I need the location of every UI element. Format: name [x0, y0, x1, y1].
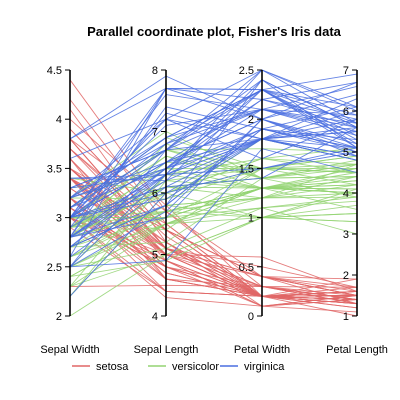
tick-label-2-4: 2 [248, 114, 254, 126]
legend-item-virginica: virginica [220, 361, 285, 373]
series-line-versicolor-43 [69, 217, 358, 287]
series-line-virginica-31 [69, 75, 358, 140]
series-line-versicolor-42 [69, 192, 358, 258]
tick-label-0-5: 4.5 [47, 65, 62, 77]
tick-label-2-0: 0 [248, 311, 254, 323]
series-line-virginica-11 [69, 128, 358, 248]
series-line-versicolor-47 [69, 180, 358, 228]
tick-label-3-5: 6 [343, 106, 349, 118]
series-line-versicolor-29 [69, 210, 358, 258]
tick-label-2-5: 2.5 [239, 65, 254, 77]
series-line-versicolor-34 [69, 167, 358, 231]
series-line-virginica-19 [69, 151, 358, 297]
series-line-setosa-32 [69, 109, 358, 307]
tick-label-3-6: 7 [343, 65, 349, 77]
tick-label-1-4: 8 [152, 65, 158, 77]
series-line-virginica-33 [69, 147, 358, 238]
axis-0: 2 2.5 3 3.5 4 4.5 Sepal Width [40, 65, 99, 356]
series-line-virginica-42 [69, 128, 358, 248]
series-line-setosa-23 [69, 187, 358, 288]
series-line-virginica-38 [69, 138, 358, 219]
series-line-versicolor-49 [69, 187, 358, 238]
tick-label-1-0: 4 [152, 311, 158, 323]
series-line-setosa-14 [69, 118, 358, 309]
series-line-setosa-48 [69, 148, 358, 297]
series-line-virginica-30 [69, 106, 358, 238]
tick-label-0-3: 3.5 [47, 163, 62, 175]
series-line-setosa-26 [69, 177, 358, 292]
axis-label-1: Sepal Length [134, 344, 199, 356]
axis-label-3: Petal Length [326, 344, 388, 356]
axis-1: 4 5 6 7 8 Sepal Length [134, 65, 199, 356]
data-lines-layer [69, 69, 358, 317]
series-line-virginica-43 [69, 89, 358, 199]
series-line-virginica-22 [69, 81, 358, 238]
tick-label-1-3: 7 [152, 127, 158, 139]
chart-title: Parallel coordinate plot, Fisher's Iris … [87, 24, 342, 39]
series-line-versicolor-19 [69, 196, 358, 268]
series-line-versicolor-23 [69, 163, 358, 238]
series-line-setosa-43 [69, 168, 358, 292]
series-versicolor [69, 130, 358, 317]
axis-3: 1 2 3 4 5 6 7 Petal Length [326, 65, 388, 356]
legend-label-virginica: virginica [244, 361, 285, 373]
series-line-setosa-37 [69, 158, 358, 307]
series-line-virginica-35 [69, 87, 358, 218]
series-line-versicolor-37 [69, 174, 358, 287]
tick-label-1-2: 6 [152, 188, 158, 200]
series-line-virginica-46 [69, 128, 358, 268]
series-line-setosa-41 [69, 284, 358, 305]
series-line-virginica-49 [69, 138, 358, 219]
series-line-virginica-41 [69, 89, 358, 209]
series-line-virginica-32 [69, 99, 358, 238]
series-line-virginica-45 [69, 89, 358, 218]
series-line-setosa-46 [69, 138, 358, 297]
axis-label-2: Petal Width [234, 344, 290, 356]
axis-label-0: Sepal Width [40, 344, 99, 356]
series-line-versicolor-40 [69, 176, 358, 258]
legend-item-versicolor: versicolor [148, 361, 219, 373]
tick-label-0-4: 4 [56, 114, 62, 126]
tick-label-1-1: 5 [152, 250, 158, 262]
series-virginica [69, 69, 358, 297]
series-line-virginica-48 [69, 89, 358, 182]
axes-layer: 2 2.5 3 3.5 4 4.5 Sepal Width 4 5 6 7 8 Sepal Length… [40, 65, 388, 356]
tick-label-0-0: 2 [56, 311, 62, 323]
legend-label-setosa: setosa [96, 361, 129, 373]
tick-label-3-3: 4 [343, 188, 349, 200]
series-line-versicolor-8 [69, 155, 358, 228]
series-line-setosa-38 [69, 217, 358, 305]
tick-label-2-3: 1.5 [239, 163, 254, 175]
series-line-versicolor-48 [69, 207, 358, 268]
tick-label-0-2: 3 [56, 213, 62, 225]
legend-label-versicolor: versicolor [172, 361, 219, 373]
tick-label-3-0: 1 [343, 311, 349, 323]
series-line-versicolor-26 [69, 143, 358, 238]
legend: setosa versicolor virginica [72, 361, 285, 373]
series-line-virginica-21 [69, 118, 358, 238]
series-line-virginica-9 [69, 69, 358, 160]
series-line-versicolor-31 [69, 204, 358, 277]
axis-2: 0 0.5 1 1.5 2 2.5 Petal Width [234, 65, 290, 356]
series-line-virginica-44 [69, 69, 358, 189]
series-line-virginica-27 [69, 138, 358, 219]
series-line-virginica-40 [69, 79, 358, 209]
tick-label-3-1: 2 [343, 270, 349, 282]
series-line-virginica-17 [69, 81, 358, 140]
series-line-virginica-47 [69, 118, 358, 218]
tick-label-0-1: 2.5 [47, 262, 62, 274]
tick-label-3-4: 5 [343, 147, 349, 159]
tick-label-3-2: 3 [343, 229, 349, 241]
series-line-versicolor-35 [69, 158, 358, 194]
series-line-virginica-25 [69, 110, 358, 199]
tick-label-2-1: 0.5 [239, 262, 254, 274]
series-line-virginica-37 [69, 131, 358, 209]
tick-label-2-2: 1 [248, 213, 254, 225]
legend-item-setosa: setosa [72, 361, 129, 373]
series-line-virginica-34 [69, 127, 358, 258]
